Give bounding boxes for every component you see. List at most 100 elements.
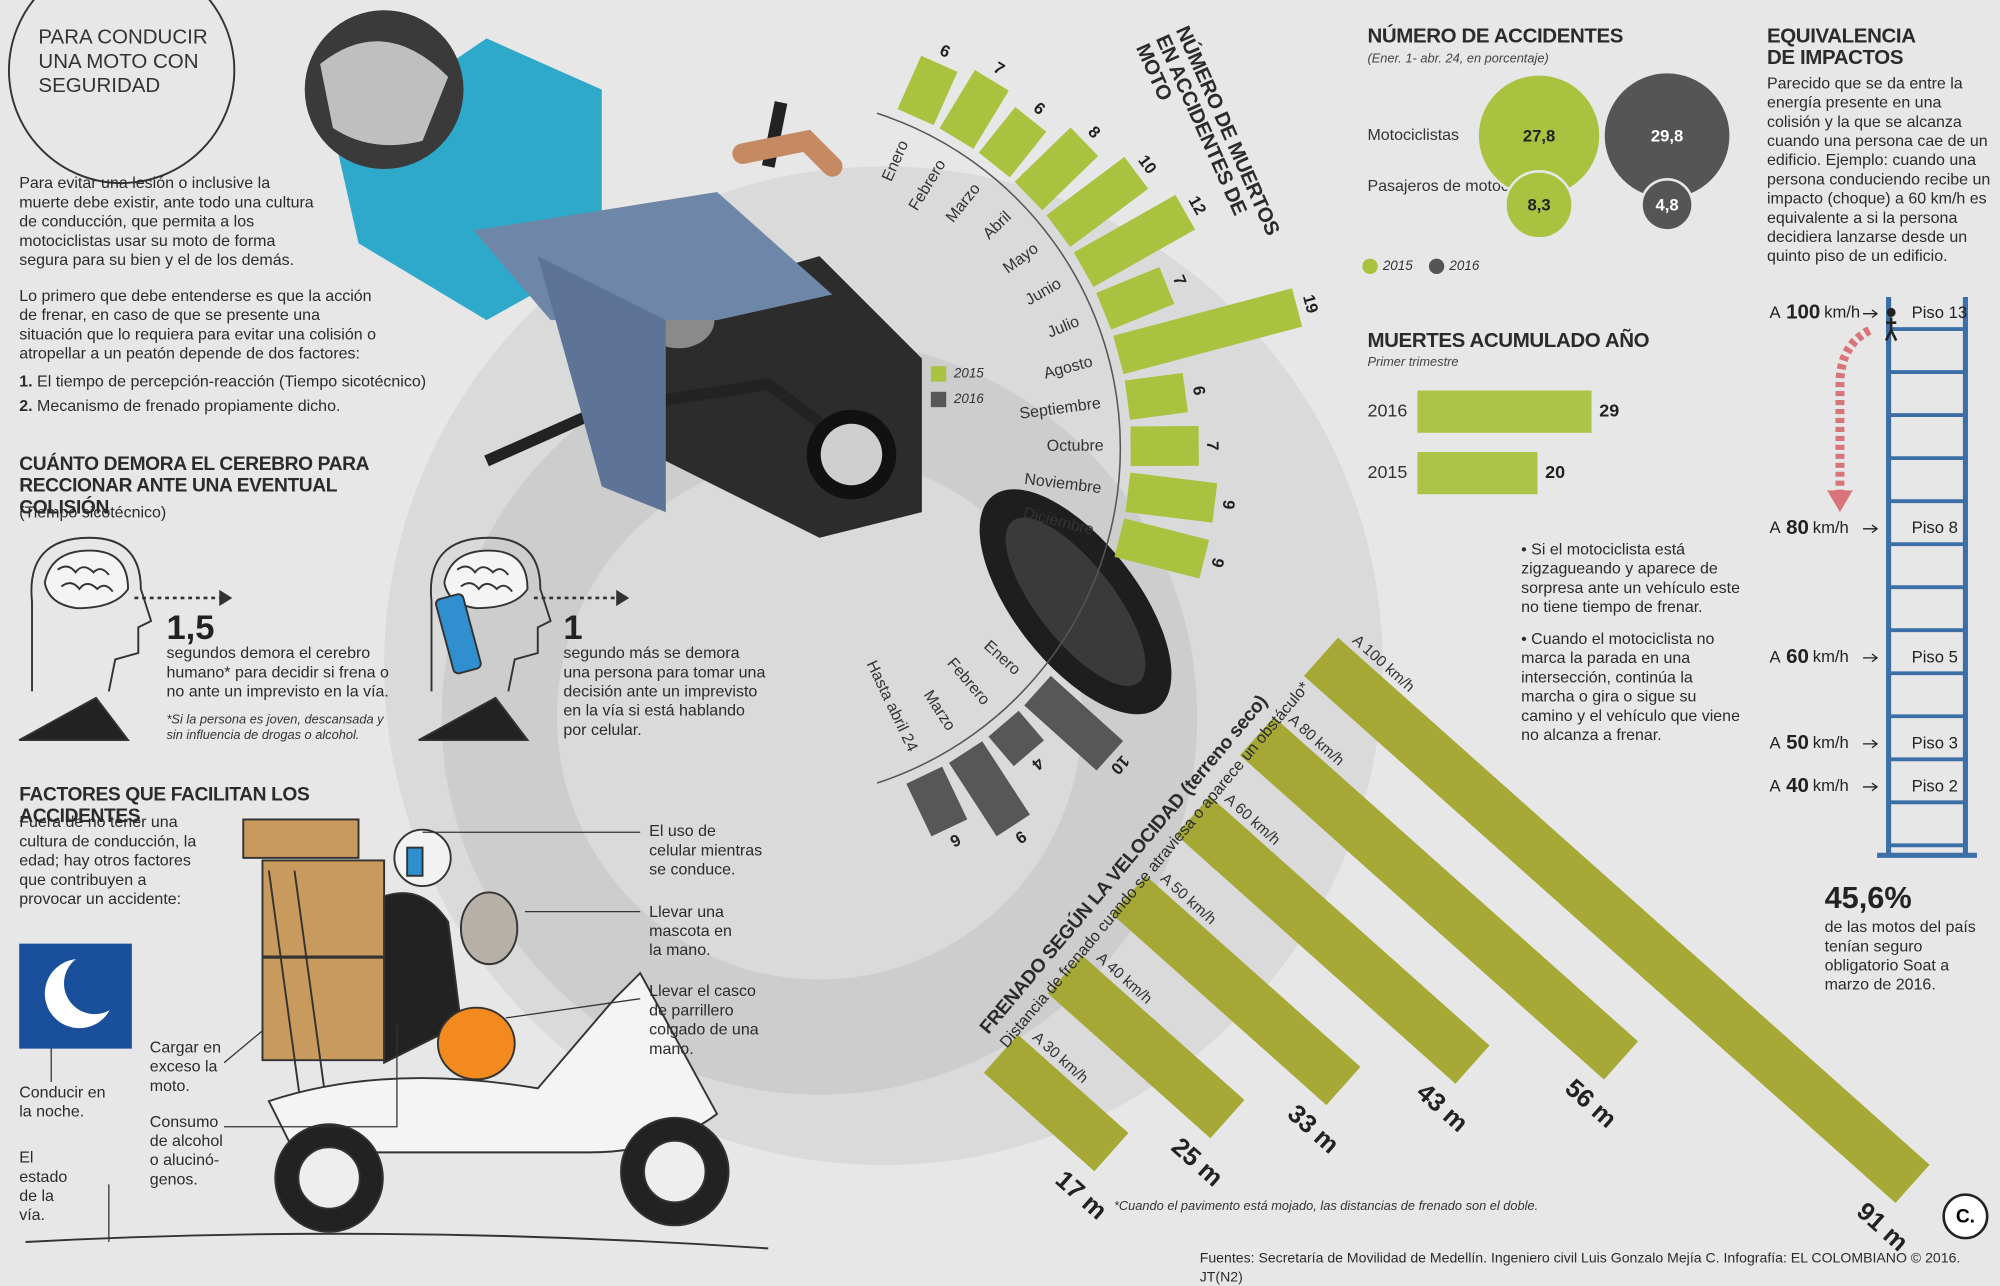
section-title: EQUIVALENCIA DE IMPACTOS (1766, 25, 1915, 70)
soat-value: 45,6% (1824, 880, 1912, 916)
speed-unit: km/h (1824, 303, 1860, 322)
main-title: PARA CONDUCIR UNA MOTO CON SEGURIDAD (38, 26, 208, 98)
speed-unit: km/h (1813, 733, 1849, 752)
motorcycle-illustration (304, 10, 1172, 715)
factor-item: 1. El tiempo de percepción-reacción (Tie… (19, 373, 429, 392)
value-label: 27,8 (1523, 126, 1555, 145)
section-title: FACTORES QUE FACILITAN LOS ACCIDENTES (19, 783, 310, 828)
bar (1175, 796, 1490, 1084)
category-label: Motociclistas (1367, 127, 1459, 144)
speed-label: 50 km/h (1786, 731, 1849, 754)
speed-prefix: A (1770, 776, 1782, 795)
bar (906, 766, 968, 837)
reaction-text: segundos demora el cerebro humano* para … (166, 644, 389, 701)
scooter-illustration (25, 818, 769, 1250)
speed-prefix: A (1770, 303, 1782, 322)
person-icon (1884, 317, 1898, 342)
bullet: • Si el motociclista está zigzagueando y… (1521, 540, 1741, 616)
bar (1096, 267, 1175, 330)
bar (978, 106, 1047, 178)
bar (1239, 717, 1639, 1080)
bar (1114, 518, 1210, 579)
speed-prefix: A (1770, 733, 1782, 752)
bar (1024, 675, 1124, 771)
bar (1046, 156, 1149, 247)
bar (1014, 127, 1099, 211)
chart-subtitle: (Ener. 1- abr. 24, en porcentaje) (1367, 52, 1549, 67)
legend-swatch (1428, 258, 1445, 275)
value-label: 7 (1203, 441, 1222, 450)
bullet-text: Si el motociclista está zigzagueando y a… (1521, 540, 1741, 616)
bar (897, 55, 958, 126)
legend-swatch (930, 391, 947, 408)
section-subtitle: (Tiempo sicotécnico) (19, 503, 167, 522)
legend-label: 2015 (953, 365, 984, 380)
pointer-lines (50, 831, 641, 1242)
reaction-value: 1,5 (166, 608, 215, 647)
factors-text: Fuera de no tener una cultura de conducc… (19, 813, 197, 908)
bar (1417, 451, 1538, 495)
bar (1125, 472, 1218, 523)
bullet-text: Cuando el motociclista no marca la parad… (1521, 629, 1740, 744)
speed-prefix: A (1770, 518, 1782, 537)
brain-phone-icon (418, 536, 630, 742)
speed-arrow (1862, 653, 1879, 663)
logo: C. (1942, 1193, 1989, 1240)
speed-value: 100 (1786, 301, 1820, 324)
floor-label: Piso 2 (1912, 776, 1958, 795)
value-label: 6 (1030, 98, 1049, 119)
speed-arrow (1862, 739, 1879, 749)
bar (939, 70, 1009, 149)
reaction-note: *Si la persona es joven, descansada y si… (166, 713, 384, 743)
speed-value: 40 (1786, 774, 1809, 797)
value-label: 19 (1299, 292, 1322, 315)
factor-item: 2. Mecanismo de frenado propiamente dich… (19, 397, 429, 416)
floor-label-bg (1903, 775, 1961, 799)
intro-paragraph: Para evitar una lesión o inclusive la mu… (19, 174, 314, 269)
fall-arrowhead (1827, 490, 1853, 513)
bar-group: 2016 29 (1367, 390, 1619, 433)
value-label: 8,3 (1527, 196, 1550, 215)
bullet: • Cuando el motociclista no marca la par… (1521, 629, 1740, 744)
bar (1113, 288, 1303, 375)
value-label: 6 (1189, 385, 1209, 397)
value-label: 9 (1219, 499, 1239, 510)
factor-number: 1. (19, 372, 33, 391)
person-icon (1886, 307, 1896, 317)
value-label: 25 m (1166, 1133, 1228, 1193)
factor-label: Conducir en la noche. (19, 1083, 106, 1121)
value-label: 7 (990, 58, 1008, 79)
bar (988, 710, 1044, 767)
value-label: 9 (1207, 556, 1228, 570)
factor-label: Llevar el casco de parrillero colgado de… (649, 982, 759, 1058)
value-label: 20 (1545, 462, 1565, 482)
speed-arrow (1862, 524, 1879, 534)
floor-label-bg (1903, 517, 1961, 541)
legend-label: 2016 (1448, 258, 1479, 273)
speed-label: 80 km/h (1786, 516, 1849, 539)
bar (1073, 194, 1196, 287)
factor-label: El estado de la vía. (19, 1148, 68, 1225)
value-label: 8 (1084, 122, 1104, 142)
floor-label-bg (1903, 732, 1961, 756)
value-label: 4,8 (1656, 196, 1679, 215)
factor-label: El uso de celular mientras se conduce. (649, 822, 763, 879)
speed-unit: km/h (1813, 647, 1849, 666)
moon-icon (19, 943, 132, 1049)
bar (948, 741, 1030, 837)
floor-label: Piso 5 (1912, 647, 1958, 666)
source: Fuentes: Secretaría de Movilidad de Mede… (1199, 1250, 1961, 1286)
logo-text: C. (1956, 1207, 1975, 1228)
bar (1303, 637, 1930, 1203)
factor-text: El tiempo de percepción-reacción (Tiempo… (37, 372, 427, 391)
fall-arrow (1835, 326, 1872, 493)
value-label: 29 (1599, 400, 1619, 420)
legend-swatch (1362, 258, 1378, 275)
intro-paragraph: Lo primero que debe entenderse es que la… (19, 286, 376, 363)
chart-title: NÚMERO DE ACCIDENTES (1367, 25, 1624, 48)
speed-label: 100 km/h (1786, 301, 1860, 324)
